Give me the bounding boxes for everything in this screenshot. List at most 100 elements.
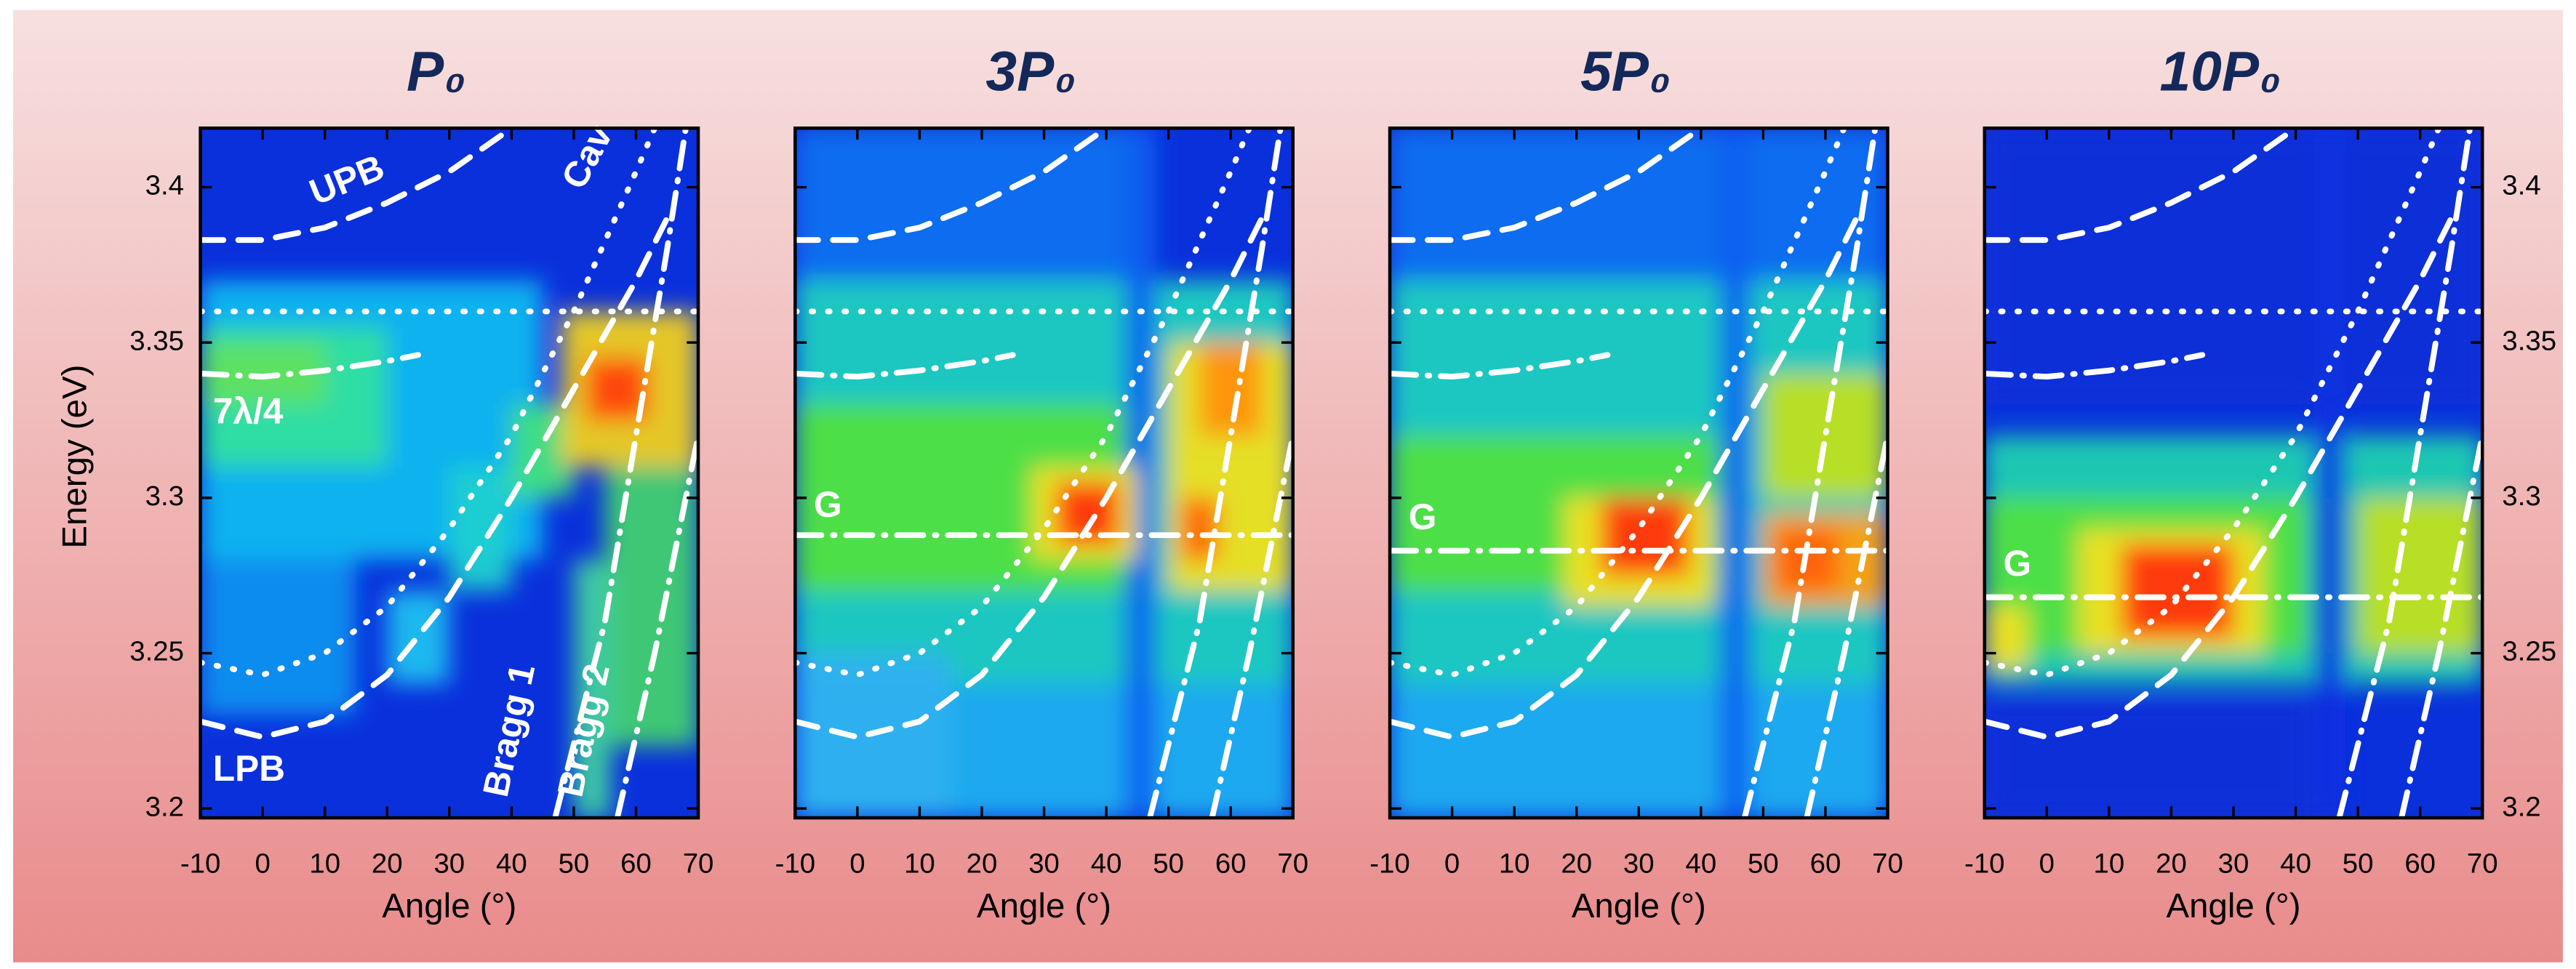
x-tick-label: -10: [1964, 848, 2005, 880]
chart-title: 10P₀: [2159, 40, 2281, 102]
x-tick-label: 70: [2467, 848, 2498, 880]
x-tick-label: 10: [309, 848, 340, 880]
heatmap: [1390, 128, 1888, 819]
curve: [1390, 128, 1704, 244]
curve: [2336, 128, 2473, 819]
x-tick-label: 0: [1444, 848, 1460, 880]
x-tick-label: 30: [2218, 848, 2249, 880]
curve: [1390, 352, 1611, 380]
heatmap-region: [1719, 128, 1751, 819]
curve: [1390, 215, 1860, 741]
x-tick-label: -10: [775, 848, 816, 880]
curve: [1984, 128, 2299, 244]
curve: [795, 128, 1252, 678]
x-axis-label: Angle (°): [2167, 887, 2301, 925]
curve: [614, 433, 699, 819]
y-tick-label: 3.35: [2502, 325, 2556, 356]
y-tick-label: 3.3: [2502, 481, 2540, 512]
x-tick-label: 20: [967, 848, 998, 880]
curve: [1984, 128, 2442, 678]
x-axis-label: Angle (°): [1572, 887, 1706, 925]
curve: [200, 215, 671, 741]
curve: [200, 352, 421, 380]
heatmap-blobs: [795, 128, 1293, 819]
annotation: 7λ/4: [213, 391, 284, 432]
x-tick-label: 60: [2404, 848, 2436, 880]
x-tick-label: 50: [559, 848, 590, 880]
x-tick-label: 20: [372, 848, 403, 880]
chart-title: P₀: [407, 40, 466, 102]
x-tick-label: 60: [620, 848, 652, 880]
heatmap-region: [1984, 606, 2028, 669]
panel: G -10 0 10 20 30 40 50 60 70 3P₀ Angle (°): [775, 40, 1309, 925]
x-tick-label: 30: [433, 848, 465, 880]
y-tick-label: 3.25: [2502, 636, 2556, 667]
heatmap-region: [449, 467, 512, 592]
x-tick-label: 70: [1872, 848, 1903, 880]
heatmap-region: [2314, 128, 2346, 819]
heatmap-region: [1390, 128, 1888, 281]
x-tick-label: 10: [904, 848, 935, 880]
curve: [1741, 128, 1879, 819]
curve: [1147, 128, 1284, 819]
heatmap-blobs: [1984, 128, 2483, 819]
x-tick-label: 70: [683, 848, 714, 880]
x-tick-label: 0: [849, 848, 865, 880]
heatmap-region: [2358, 497, 2483, 654]
curve: [2399, 433, 2483, 819]
curve: [200, 128, 658, 678]
y-tick-label: 3.2: [145, 791, 184, 822]
heatmap-blobs: [200, 280, 699, 819]
x-tick-label: 50: [1748, 848, 1779, 880]
heatmap: [795, 128, 1293, 819]
heatmap-region: [1199, 342, 1262, 436]
heatmap-region: [387, 591, 449, 685]
annotation: G: [1409, 496, 1437, 537]
y-tick-label: 3.2: [2502, 791, 2540, 822]
x-tick-label: 40: [496, 848, 527, 880]
x-tick-label: 30: [1028, 848, 1060, 880]
heatmap-region: [795, 128, 1137, 281]
x-tick-label: 70: [1277, 848, 1308, 880]
curve: [1209, 433, 1293, 819]
panel: G -10 0 10 20 30 40 50 60 703.2 3.25 3.3 3.35 3.4 10P₀…: [1964, 40, 2556, 925]
curve: [795, 352, 1016, 380]
x-tick-label: -10: [180, 848, 221, 880]
annotation: G: [2003, 543, 2031, 584]
curve: [1804, 433, 1888, 819]
x-tick-label: 10: [1499, 848, 1530, 880]
x-axis-label: Angle (°): [977, 887, 1111, 925]
x-tick-label: 0: [255, 848, 270, 880]
heatmap-region: [1390, 684, 1888, 819]
y-axis-label: Energy (eV): [56, 365, 95, 549]
heatmap-blobs: [1390, 128, 1888, 819]
curve: [795, 215, 1265, 741]
y-tick-label: 3.3: [145, 481, 184, 512]
x-tick-label: 10: [2094, 848, 2125, 880]
curve: [1984, 352, 2206, 380]
x-tick-label: 30: [1623, 848, 1655, 880]
curve: [552, 128, 689, 819]
x-tick-label: 40: [2280, 848, 2311, 880]
y-tick-label: 3.25: [129, 636, 184, 667]
x-tick-label: 40: [1685, 848, 1716, 880]
heatmap: [200, 128, 699, 819]
heatmap-region: [1984, 128, 2483, 405]
x-tick-label: -10: [1369, 848, 1409, 880]
chart-title: 5P₀: [1580, 40, 1671, 102]
x-axis-label: Angle (°): [382, 887, 516, 925]
x-tick-label: 0: [2039, 848, 2055, 880]
x-tick-label: 60: [1215, 848, 1247, 880]
annotation: G: [814, 484, 842, 525]
chart-title: 3P₀: [985, 40, 1076, 102]
annotation: LPB: [213, 748, 285, 789]
heatmap-region: [1984, 699, 2308, 819]
x-tick-label: 20: [1561, 848, 1592, 880]
panel: G -10 0 10 20 30 40 50 60 70 5P₀ Angle (°): [1369, 40, 1903, 925]
curve: [1390, 128, 1847, 678]
curve: [795, 128, 1110, 244]
heatmap-region: [200, 560, 356, 716]
y-tick-label: 3.35: [129, 325, 184, 356]
